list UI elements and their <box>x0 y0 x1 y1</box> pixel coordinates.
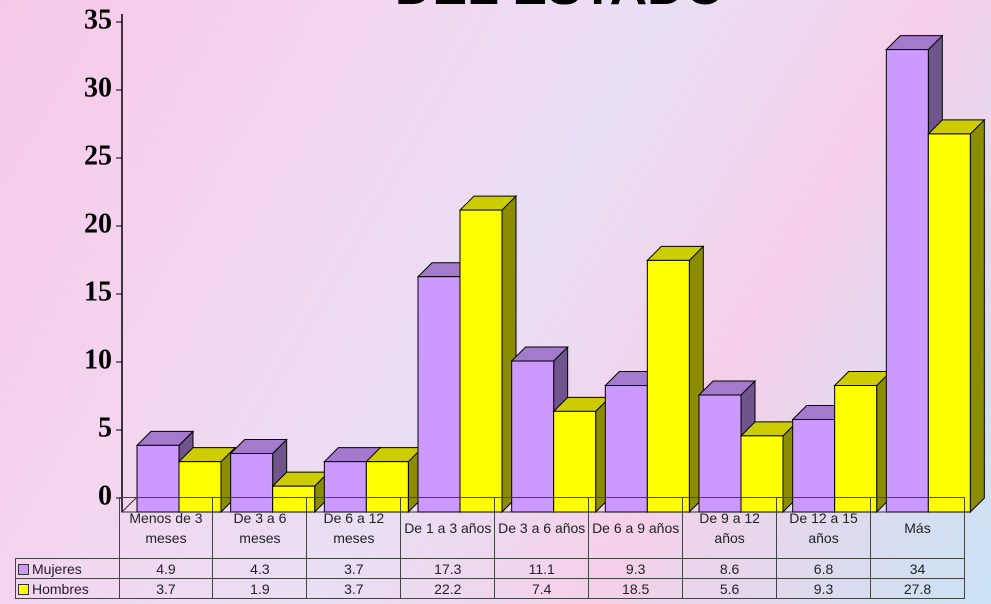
data-table: Menos de 3 meses De 3 a 6 meses De 6 a 12 … <box>15 497 965 599</box>
bar-front <box>417 276 461 513</box>
x-tick-label: De 1 a 3 años <box>400 497 496 559</box>
data-label: 8.6 <box>682 558 778 579</box>
x-tick-label: De 12 a 15 años <box>776 497 871 559</box>
data-label: 34 <box>870 558 965 579</box>
data-label: 4.9 <box>118 558 214 579</box>
data-label: 11.1 <box>494 558 590 579</box>
bar <box>927 118 986 514</box>
bar-front <box>553 410 597 513</box>
legend-label: Mujeres <box>32 560 82 577</box>
bar-front <box>834 385 878 513</box>
data-label: 5.6 <box>682 578 778 599</box>
legend-label: Hombres <box>32 580 89 597</box>
bar-front <box>927 133 971 513</box>
legend-entry: Mujeres <box>15 558 120 579</box>
legend-entry: Hombres <box>15 578 120 599</box>
bar <box>552 396 611 514</box>
bar-front <box>604 385 648 513</box>
legend-swatch <box>18 563 29 575</box>
y-tick-label: 20 <box>84 208 112 239</box>
data-label: 7.4 <box>494 578 590 599</box>
data-label: 3.7 <box>306 578 402 599</box>
table-row: Mujeres 4.9 4.3 3.7 17.3 11.1 9.3 8.6 6.8 34 <box>15 558 965 579</box>
y-tick-label: 25 <box>84 140 112 171</box>
y-tick-label: 0 <box>98 480 112 511</box>
x-tick-label: De 6 a 12 meses <box>306 497 402 559</box>
data-label: 1.9 <box>212 578 308 599</box>
x-tick-label: De 6 a 9 años <box>588 497 684 559</box>
bar <box>458 194 518 514</box>
x-tick-label: De 3 a 6 años <box>494 497 590 559</box>
table-corner <box>16 498 120 559</box>
data-label: 22.2 <box>400 578 496 599</box>
bar-front <box>885 49 929 513</box>
table-header: Menos de 3 meses De 3 a 6 meses De 6 a 12 … <box>16 497 965 559</box>
y-tick-label: 5 <box>98 412 112 443</box>
bar-side <box>969 118 985 514</box>
y-tick-label: 30 <box>84 72 112 103</box>
bar-front <box>646 259 690 513</box>
legend-swatch <box>18 583 29 595</box>
data-label: 3.7 <box>118 578 214 599</box>
bar <box>833 370 892 514</box>
data-label: 9.3 <box>776 578 871 599</box>
x-tick-label: De 3 a 6 meses <box>212 497 308 559</box>
bar-front <box>459 209 503 513</box>
chart-title: DEL ESTADO <box>395 0 725 16</box>
y-tick-label: 10 <box>84 344 112 375</box>
table-row: Hombres 3.7 1.9 3.7 22.2 7.4 18.5 5.6 9.3 27.8 <box>15 578 965 599</box>
data-label: 17.3 <box>400 558 496 579</box>
bar-front <box>511 360 555 513</box>
data-label: 9.3 <box>588 558 684 579</box>
bar-front <box>698 394 742 513</box>
data-label: 27.8 <box>870 578 965 599</box>
data-label: 4.3 <box>212 558 308 579</box>
x-tick-label: Menos de 3 meses <box>118 497 214 559</box>
y-tick-label: 35 <box>84 4 112 35</box>
bar <box>646 245 705 514</box>
data-label: 6.8 <box>776 558 871 579</box>
bar-front <box>792 419 836 513</box>
y-tick-label: 15 <box>84 276 112 307</box>
data-label: 3.7 <box>306 558 402 579</box>
x-tick-label: Más <box>870 497 965 559</box>
data-label: 18.5 <box>588 578 684 599</box>
x-tick-label: De 9 a 12 años <box>682 497 778 559</box>
